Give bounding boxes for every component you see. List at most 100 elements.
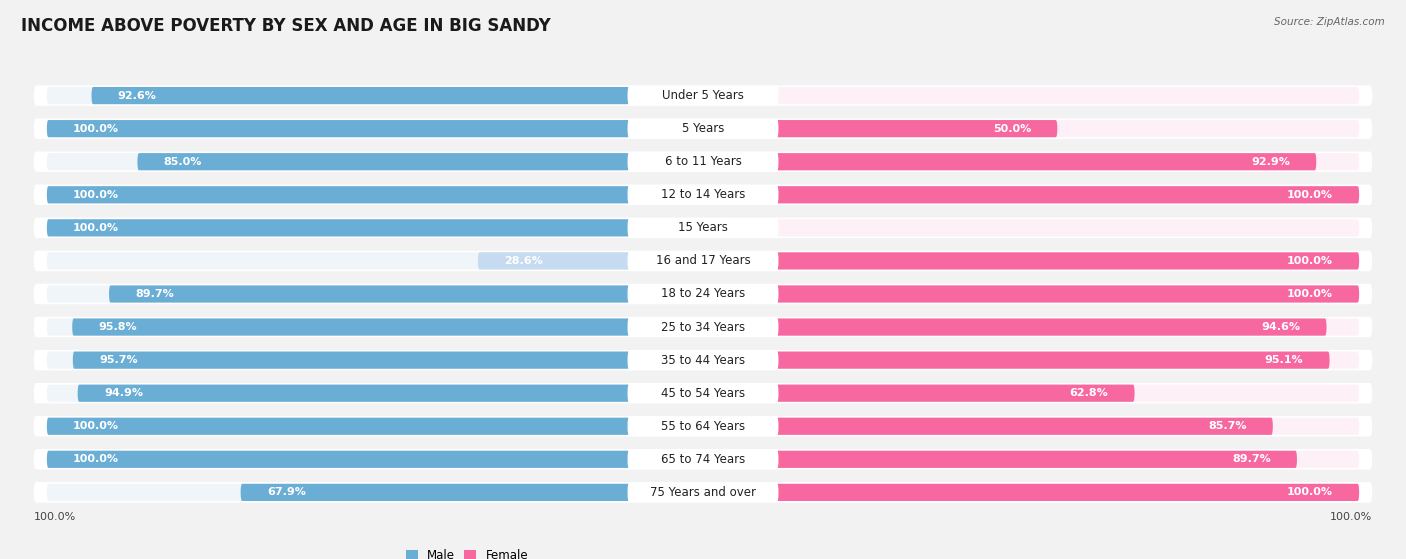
FancyBboxPatch shape [46, 186, 651, 203]
FancyBboxPatch shape [46, 418, 651, 435]
Text: 94.6%: 94.6% [1261, 322, 1301, 332]
FancyBboxPatch shape [755, 484, 1360, 501]
FancyBboxPatch shape [627, 317, 779, 337]
FancyBboxPatch shape [755, 186, 1360, 203]
Text: 15 Years: 15 Years [678, 221, 728, 234]
FancyBboxPatch shape [755, 186, 1360, 203]
Text: 28.6%: 28.6% [505, 256, 543, 266]
FancyBboxPatch shape [46, 286, 651, 302]
FancyBboxPatch shape [755, 219, 1360, 236]
Text: 89.7%: 89.7% [135, 289, 174, 299]
FancyBboxPatch shape [46, 153, 651, 170]
Text: 100.0%: 100.0% [73, 190, 120, 200]
Text: 16 and 17 Years: 16 and 17 Years [655, 254, 751, 267]
FancyBboxPatch shape [34, 482, 1372, 503]
Text: 94.9%: 94.9% [104, 388, 143, 398]
Text: 45 to 54 Years: 45 to 54 Years [661, 387, 745, 400]
FancyBboxPatch shape [755, 286, 1360, 302]
FancyBboxPatch shape [110, 286, 651, 302]
FancyBboxPatch shape [91, 87, 651, 104]
FancyBboxPatch shape [755, 451, 1296, 468]
Text: 25 to 34 Years: 25 to 34 Years [661, 320, 745, 334]
FancyBboxPatch shape [627, 185, 779, 205]
FancyBboxPatch shape [755, 319, 1326, 335]
FancyBboxPatch shape [627, 119, 779, 139]
FancyBboxPatch shape [755, 153, 1316, 170]
Text: 100.0%: 100.0% [73, 124, 120, 134]
FancyBboxPatch shape [755, 484, 1360, 501]
FancyBboxPatch shape [627, 449, 779, 469]
FancyBboxPatch shape [34, 86, 1372, 106]
Text: 50.0%: 50.0% [993, 124, 1031, 134]
FancyBboxPatch shape [627, 416, 779, 436]
FancyBboxPatch shape [627, 284, 779, 304]
FancyBboxPatch shape [627, 86, 779, 106]
Text: 100.0%: 100.0% [73, 223, 120, 233]
Text: 100.0%: 100.0% [73, 421, 120, 431]
Text: 62.8%: 62.8% [1070, 388, 1108, 398]
FancyBboxPatch shape [34, 449, 1372, 470]
FancyBboxPatch shape [46, 186, 651, 203]
Text: 6 to 11 Years: 6 to 11 Years [665, 155, 741, 168]
FancyBboxPatch shape [627, 251, 779, 271]
Text: 85.7%: 85.7% [1208, 421, 1247, 431]
FancyBboxPatch shape [755, 352, 1330, 369]
Text: 12 to 14 Years: 12 to 14 Years [661, 188, 745, 201]
FancyBboxPatch shape [755, 153, 1360, 170]
Text: 92.6%: 92.6% [118, 91, 156, 101]
Text: 75 Years and over: 75 Years and over [650, 486, 756, 499]
Text: 67.9%: 67.9% [267, 487, 305, 498]
FancyBboxPatch shape [73, 352, 651, 369]
Text: 100.0%: 100.0% [1286, 487, 1333, 498]
FancyBboxPatch shape [46, 352, 651, 369]
FancyBboxPatch shape [46, 120, 651, 138]
Text: 89.7%: 89.7% [1232, 454, 1271, 465]
Text: 95.7%: 95.7% [98, 355, 138, 365]
FancyBboxPatch shape [755, 120, 1057, 138]
FancyBboxPatch shape [755, 252, 1360, 269]
FancyBboxPatch shape [46, 219, 651, 236]
FancyBboxPatch shape [34, 350, 1372, 371]
Text: 18 to 24 Years: 18 to 24 Years [661, 287, 745, 301]
FancyBboxPatch shape [34, 217, 1372, 238]
FancyBboxPatch shape [46, 451, 651, 468]
Text: 65 to 74 Years: 65 to 74 Years [661, 453, 745, 466]
FancyBboxPatch shape [755, 385, 1360, 402]
Text: 100.0%: 100.0% [1286, 190, 1333, 200]
FancyBboxPatch shape [138, 153, 651, 170]
Text: 35 to 44 Years: 35 to 44 Years [661, 354, 745, 367]
FancyBboxPatch shape [627, 218, 779, 238]
Text: 100.0%: 100.0% [1286, 289, 1333, 299]
FancyBboxPatch shape [755, 451, 1360, 468]
Text: 100.0%: 100.0% [34, 512, 76, 522]
FancyBboxPatch shape [755, 352, 1360, 369]
Legend: Male, Female: Male, Female [406, 549, 529, 559]
Text: 95.1%: 95.1% [1264, 355, 1303, 365]
FancyBboxPatch shape [34, 119, 1372, 139]
Text: 5 Years: 5 Years [682, 122, 724, 135]
FancyBboxPatch shape [77, 385, 651, 402]
Text: 100.0%: 100.0% [1286, 256, 1333, 266]
FancyBboxPatch shape [755, 385, 1135, 402]
Text: 100.0%: 100.0% [1330, 512, 1372, 522]
Text: 92.9%: 92.9% [1251, 157, 1291, 167]
FancyBboxPatch shape [46, 120, 651, 138]
FancyBboxPatch shape [34, 317, 1372, 337]
Text: INCOME ABOVE POVERTY BY SEX AND AGE IN BIG SANDY: INCOME ABOVE POVERTY BY SEX AND AGE IN B… [21, 17, 551, 35]
Text: Source: ZipAtlas.com: Source: ZipAtlas.com [1274, 17, 1385, 27]
FancyBboxPatch shape [72, 319, 651, 335]
FancyBboxPatch shape [755, 252, 1360, 269]
Text: 100.0%: 100.0% [73, 454, 120, 465]
FancyBboxPatch shape [755, 418, 1272, 435]
FancyBboxPatch shape [46, 451, 651, 468]
FancyBboxPatch shape [755, 87, 1360, 104]
FancyBboxPatch shape [755, 418, 1360, 435]
FancyBboxPatch shape [34, 184, 1372, 205]
FancyBboxPatch shape [755, 286, 1360, 302]
Text: 95.8%: 95.8% [98, 322, 138, 332]
FancyBboxPatch shape [627, 350, 779, 370]
FancyBboxPatch shape [34, 250, 1372, 271]
FancyBboxPatch shape [46, 385, 651, 402]
FancyBboxPatch shape [34, 151, 1372, 172]
FancyBboxPatch shape [46, 219, 651, 236]
